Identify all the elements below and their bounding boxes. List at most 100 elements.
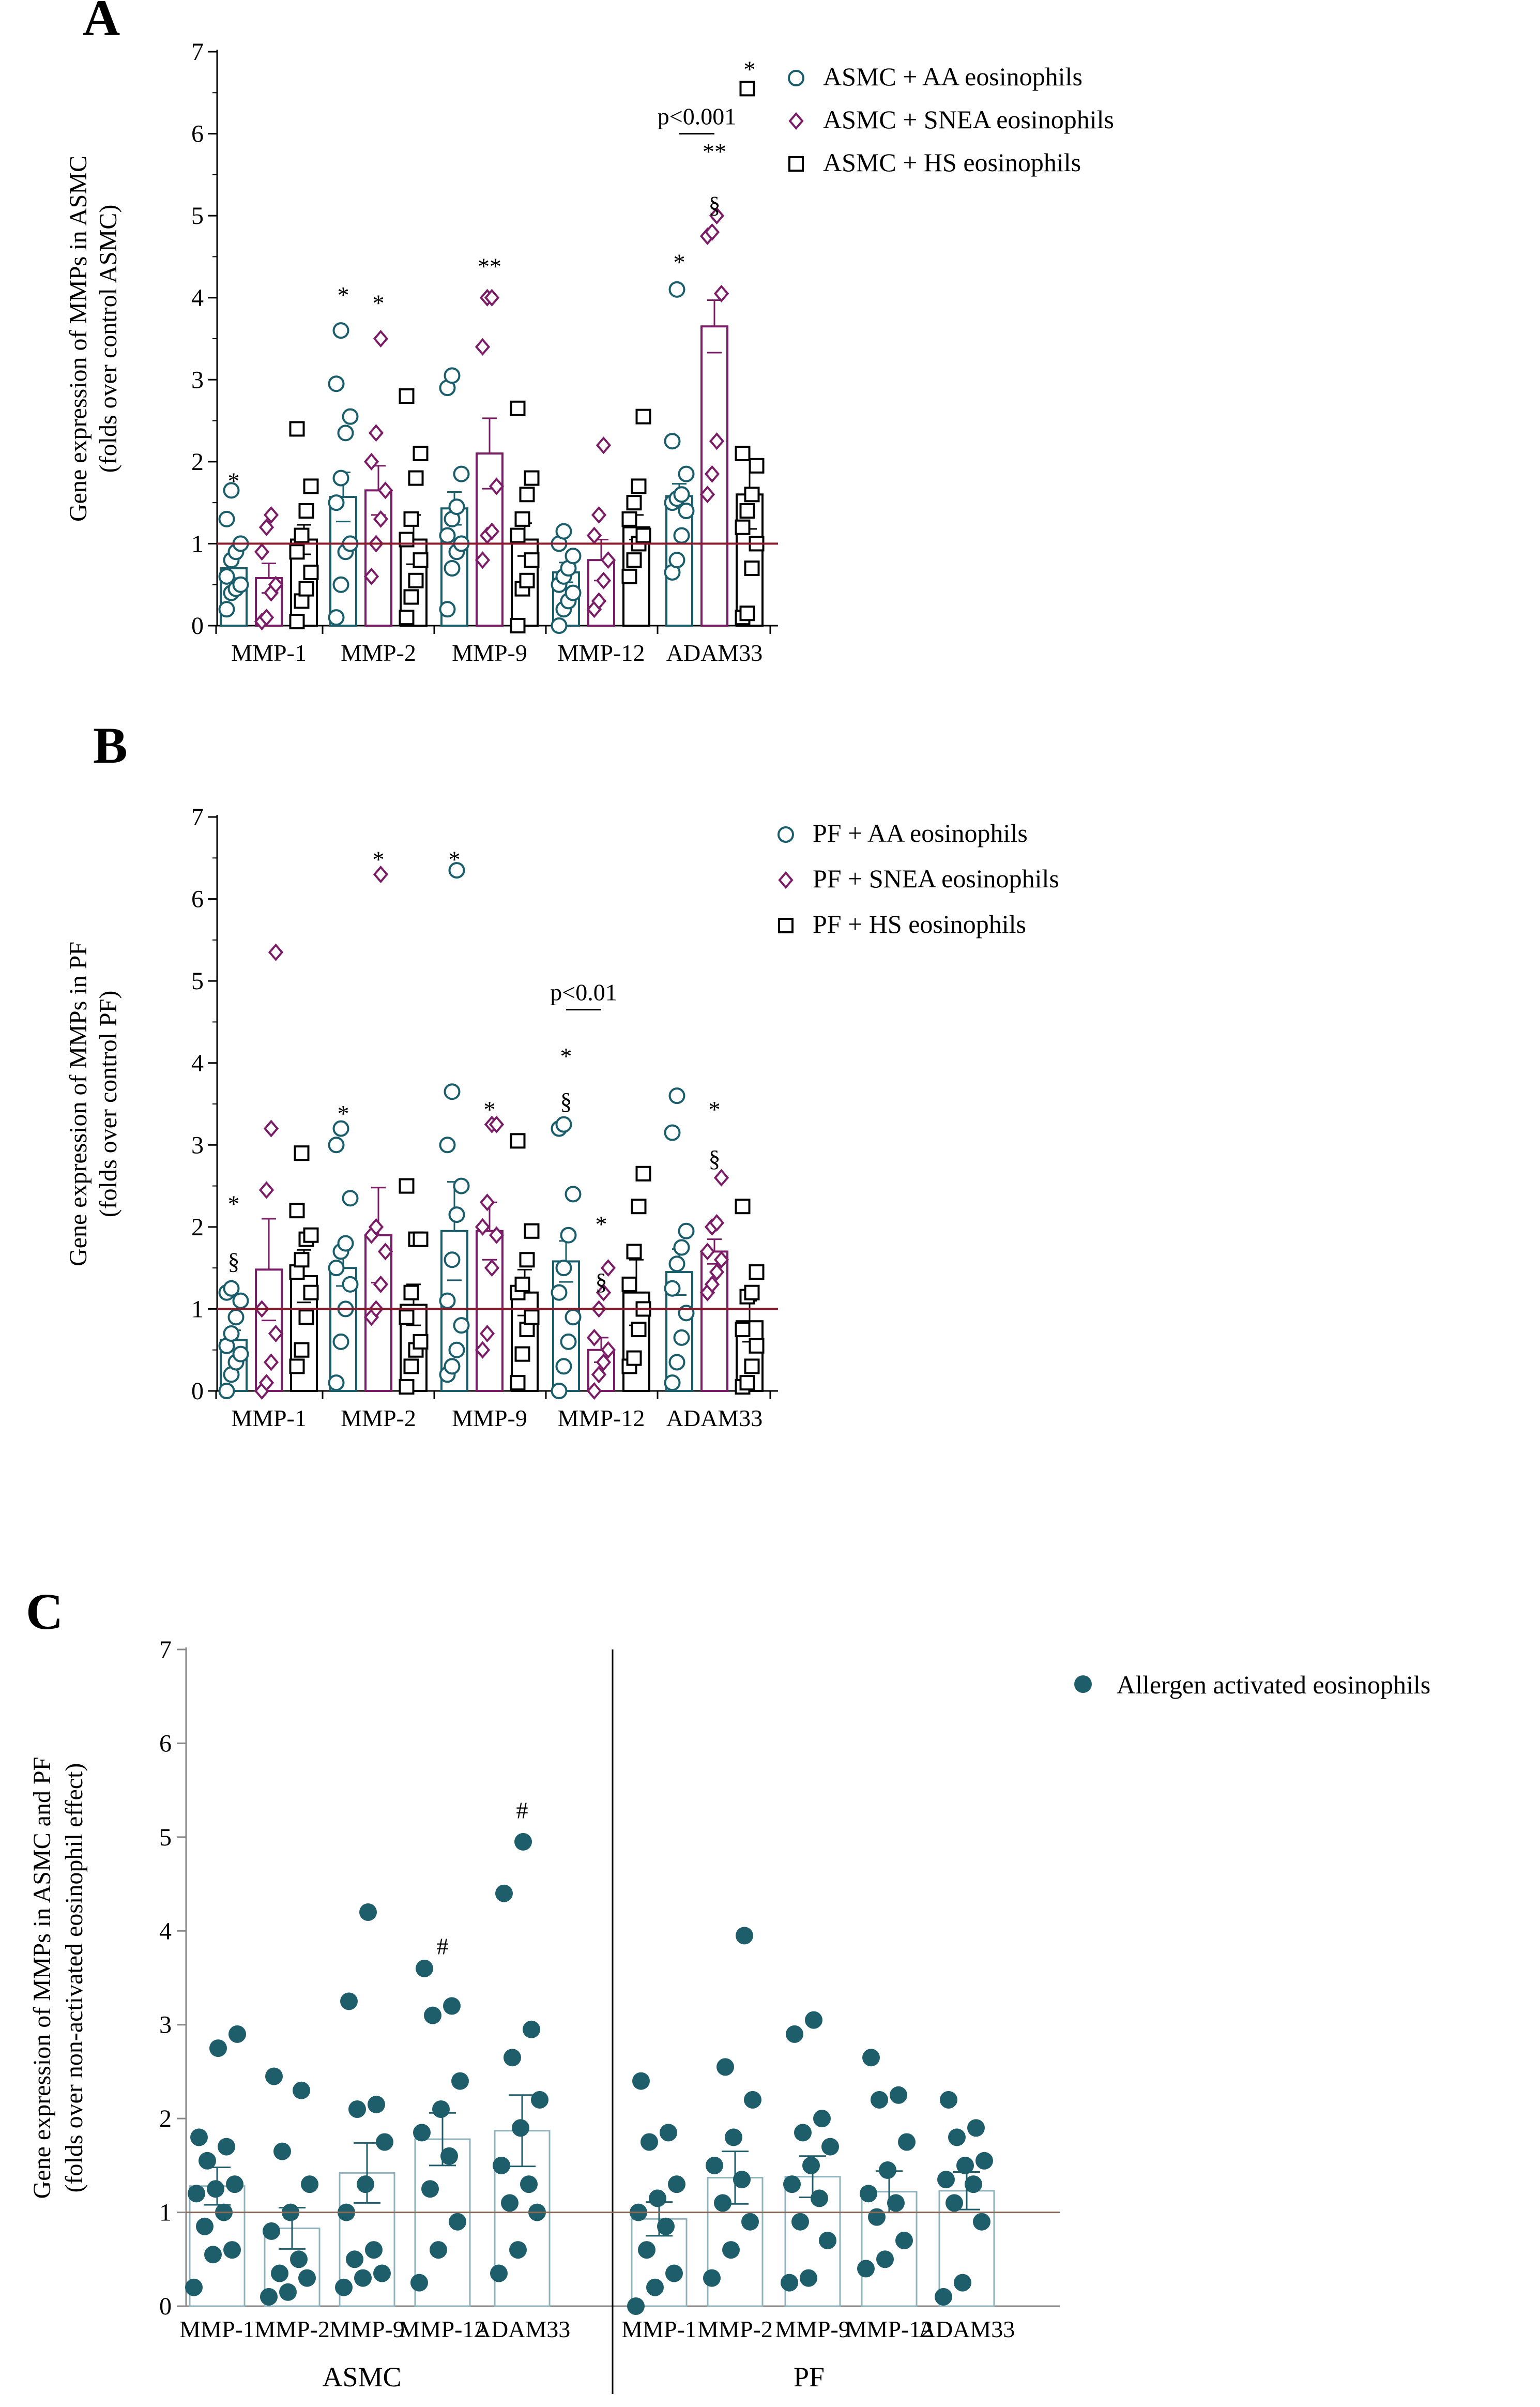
panel-a-data-point [596, 571, 612, 589]
panel-b-data-point [232, 1292, 249, 1309]
panel-c-data-point [359, 1903, 377, 1921]
panel-c-data-point [443, 1997, 461, 2015]
panel-c-data-point [293, 2081, 310, 2099]
panel-c-data-point [271, 2264, 288, 2282]
panel-a-significance-mark: * [228, 468, 240, 494]
panel-a-data-point [510, 618, 526, 633]
panel-b-data-point [626, 1350, 642, 1366]
panel-a-significance-mark: * [373, 290, 385, 316]
panel-c-data-point [357, 2175, 374, 2193]
panel-a-data-point [368, 424, 384, 442]
panel-b-data-point [218, 1383, 235, 1399]
panel-c-data-point [714, 2194, 731, 2212]
panel-a-data-point [258, 518, 275, 536]
panel-c-data-point [973, 2213, 990, 2231]
panel-a-data-point [332, 470, 349, 487]
panel-c-data-point [733, 2171, 751, 2189]
panel-c-category-label: MMP-2 [697, 2316, 773, 2342]
panel-b-data-point [479, 1193, 495, 1212]
panel-a-legend-label: ASMC + SNEA eosinophils [823, 105, 1114, 134]
panel-a-legend-marker [788, 156, 804, 172]
panel-c-data-point [800, 2269, 817, 2287]
panel-a-y-tick-label: 0 [191, 612, 204, 640]
panel-b-data-point [403, 1358, 419, 1374]
panel-a-data-point [439, 527, 456, 544]
panel-a-data-point [668, 281, 685, 298]
panel-b-data-point [621, 1276, 637, 1292]
panel-c-data-point [188, 2185, 205, 2203]
panel-c-data-point [209, 2039, 227, 2057]
panel-b-data-point [439, 1137, 456, 1154]
panel-b-data-point [399, 1178, 415, 1194]
panel-a-data-point [739, 81, 755, 97]
panel-a-data-point [289, 614, 305, 630]
panel-b-y-tick-label: 2 [191, 1214, 204, 1241]
panel-b-significance-mark: * [560, 1043, 572, 1069]
panel-b-data-point [524, 1309, 540, 1325]
panel-a-data-point [739, 503, 755, 519]
panel-b-data-point [444, 1083, 461, 1100]
panel-c-legend-marker [1074, 1675, 1092, 1693]
panel-b-data-point [749, 1338, 765, 1354]
panel-c-data-point [646, 2278, 664, 2296]
panel-b-legend-marker [778, 918, 794, 933]
panel-c-data-point [703, 2269, 721, 2287]
panel-a-data-point [232, 576, 249, 593]
panel-c-data-point [954, 2274, 971, 2292]
panel-a-data-point [713, 284, 729, 302]
panel-a-data-point [373, 510, 389, 528]
panel-b-data-point [368, 1218, 384, 1236]
panel-a-legend-label: ASMC + AA eosinophils [823, 62, 1082, 91]
panel-b-data-point [631, 1199, 647, 1215]
panel-a-data-point [551, 617, 568, 634]
panel-c-data-point [218, 2138, 235, 2156]
panel-c-y-axis-title-line: (folds over non-activated eosinophil eff… [60, 1763, 88, 2193]
panel-b-data-point [704, 1275, 720, 1293]
panel-a-data-point [591, 592, 607, 610]
panel-b-data-point [232, 1345, 249, 1363]
panel-c-significance-mark: # [516, 1797, 528, 1823]
panel-b-data-point [399, 1379, 415, 1395]
panel-c-data-point [736, 1927, 753, 1945]
panel-a-legend-marker [788, 112, 804, 130]
panel-a-data-point [399, 388, 415, 404]
panel-c-y-tick-label: 4 [159, 1917, 172, 1945]
panel-a-significance-mark: * [338, 282, 349, 308]
panel-a-label: A [83, 0, 120, 47]
panel-c-data-point [862, 2049, 880, 2067]
panel-a-significance-mark: * [744, 56, 756, 83]
panel-b-legend-marker [777, 826, 794, 843]
panel-a-data-point [704, 465, 720, 483]
panel-b-data-point [475, 1218, 491, 1236]
panel-b-data-point [709, 1263, 725, 1281]
panel-b-data-point [403, 1284, 419, 1300]
panel-a-data-point [735, 446, 751, 461]
panel-c-data-point [725, 2128, 742, 2146]
panel-c-data-point [298, 2269, 316, 2287]
panel-c-data-point [649, 2189, 666, 2207]
panel-a-category-label: MMP-12 [558, 640, 645, 666]
panel-b-category-label: MMP-9 [452, 1405, 527, 1431]
panel-a-data-point [444, 560, 461, 577]
panel-c-data-point [627, 2297, 645, 2315]
panel-c-y-tick-label: 2 [159, 2105, 172, 2132]
panel-b-y-tick-label: 3 [191, 1131, 204, 1159]
panel-c-data-point [937, 2171, 955, 2189]
panel-a-data-point [600, 551, 616, 569]
panel-b-data-point [744, 1358, 760, 1374]
panel-c-data-point [520, 2175, 538, 2193]
panel-c-data-point [948, 2128, 966, 2146]
panel-b-data-point [560, 1333, 577, 1350]
panel-a-data-point [439, 601, 456, 618]
panel-a-data-point [709, 432, 725, 450]
panel-b-data-point [591, 1366, 607, 1384]
panel-b-data-point [664, 1124, 681, 1141]
panel-a-data-point [744, 561, 760, 576]
panel-a-data-point [444, 367, 461, 384]
panel-c-data-point [340, 1992, 358, 2010]
panel-b-label: B [93, 717, 128, 774]
panel-c-data-point [265, 2067, 283, 2085]
panel-c-data-point [860, 2185, 877, 2203]
panel-a-data-point [673, 486, 690, 503]
panel-c-data-point [887, 2194, 905, 2212]
